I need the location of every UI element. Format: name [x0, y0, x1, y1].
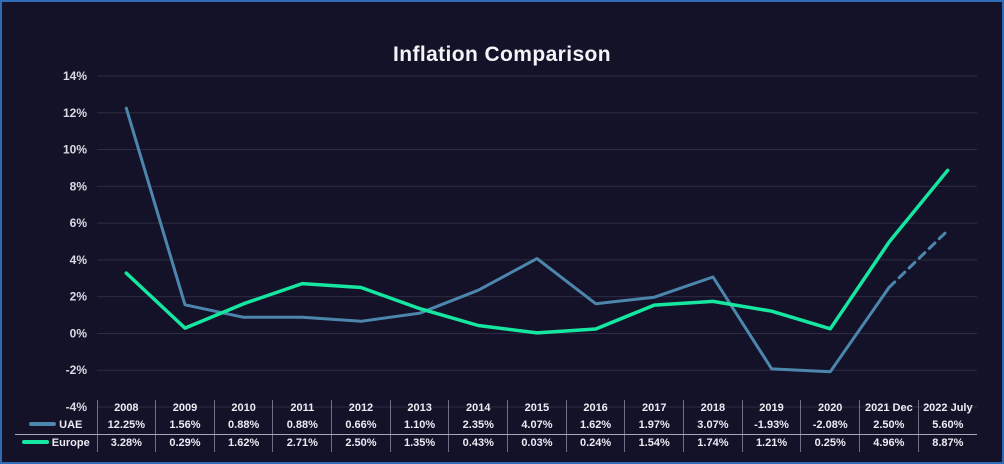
value-cell: 1.74%	[683, 434, 743, 452]
y-axis-tick-label: -2%	[66, 363, 88, 377]
y-axis-tick-label: 6%	[70, 216, 88, 230]
table-row-uae: UAE 12.25% 1.56% 0.88% 0.88% 0.66% 1.10% 2.35% 4…	[15, 417, 977, 435]
value-cell: -1.93%	[741, 417, 801, 435]
value-cell: 2.71%	[272, 434, 332, 452]
line-solid-segment	[124, 168, 950, 335]
y-axis-tick-label: 4%	[70, 253, 88, 267]
value-cell: 4.96%	[859, 434, 919, 452]
value-cell: 1.97%	[624, 417, 684, 435]
value-cell: 1.10%	[389, 417, 449, 435]
value-cell: 5.60%	[917, 417, 977, 435]
value-cell: 0.66%	[331, 417, 391, 435]
series-line-europe	[124, 168, 950, 335]
year-header: 2010	[213, 400, 273, 417]
value-cell: 3.28%	[96, 434, 156, 452]
year-header: 2018	[683, 400, 743, 417]
line-solid-segment	[124, 106, 891, 374]
y-axis-tick-label: 0%	[70, 326, 88, 340]
value-cell: 1.54%	[624, 434, 684, 452]
year-header: 2021 Dec	[859, 400, 919, 417]
year-header: 2012	[331, 400, 391, 417]
value-cell: 1.35%	[389, 434, 449, 452]
y-axis-tick-label: 14%	[63, 69, 87, 83]
value-cell: 2.35%	[448, 417, 508, 435]
value-cell: 0.88%	[272, 417, 332, 435]
value-cell: 0.43%	[448, 434, 508, 452]
y-axis-labels: 14% 12% 10% 8% 6% 4% 2% 0% -2% -4%	[63, 69, 87, 414]
value-cell: 3.07%	[683, 417, 743, 435]
year-header: 2014	[448, 400, 508, 417]
year-header: 2008	[96, 400, 156, 417]
year-header: 2017	[624, 400, 684, 417]
y-axis-tick-label: -4%	[66, 400, 88, 414]
value-cell: 2.50%	[331, 434, 391, 452]
value-cell: 1.21%	[741, 434, 801, 452]
table-header-row: 2008 2009 2010 2011 2012 2013 2014 2015 2016 2017…	[15, 400, 977, 417]
y-axis-tick-label: 2%	[70, 290, 88, 304]
y-axis-tick-label: 8%	[70, 179, 88, 193]
year-header: 2015	[507, 400, 567, 417]
year-header: 2013	[389, 400, 449, 417]
legend-line-icon	[29, 421, 57, 426]
legend-line-icon	[21, 439, 49, 444]
value-cell: 2.50%	[859, 417, 919, 435]
line-dashed-segment	[887, 229, 950, 289]
legend-cell: UAE	[15, 417, 97, 435]
legend-spacer	[15, 400, 97, 417]
chart-title: Inflation Comparison	[393, 43, 611, 66]
year-header: 2019	[741, 400, 801, 417]
series-name: UAE	[59, 418, 83, 431]
year-header: 2020	[800, 400, 860, 417]
series-line-uae	[124, 106, 950, 374]
value-cell: 0.24%	[565, 434, 625, 452]
data-table: 2008 2009 2010 2011 2012 2013 2014 2015 2016 2017…	[15, 400, 977, 452]
year-header: 2022 July	[917, 400, 977, 417]
legend-cell: Europe	[15, 435, 97, 453]
series-name: Europe	[51, 436, 90, 449]
value-cell: 1.62%	[565, 417, 625, 435]
value-cell: 0.88%	[213, 417, 273, 435]
y-axis-tick-label: 12%	[63, 106, 87, 120]
year-header: 2016	[565, 400, 625, 417]
value-cell: 0.03%	[507, 434, 567, 452]
year-header: 2009	[155, 400, 215, 417]
y-axis-tick-label: 10%	[63, 143, 87, 157]
year-header: 2011	[272, 400, 332, 417]
value-cell: 0.29%	[155, 434, 215, 452]
value-cell: 8.87%	[917, 434, 977, 452]
value-cell: -2.08%	[800, 417, 860, 435]
value-cell: 4.07%	[507, 417, 567, 435]
gridlines	[97, 75, 977, 408]
value-cell: 12.25%	[96, 417, 156, 435]
value-cell: 0.25%	[800, 434, 860, 452]
value-cell: 1.62%	[213, 434, 273, 452]
table-row-europe: Europe 3.28% 0.29% 1.62% 2.71% 2.50% 1.35% 0.43…	[15, 434, 977, 453]
value-cell: 1.56%	[155, 417, 215, 435]
